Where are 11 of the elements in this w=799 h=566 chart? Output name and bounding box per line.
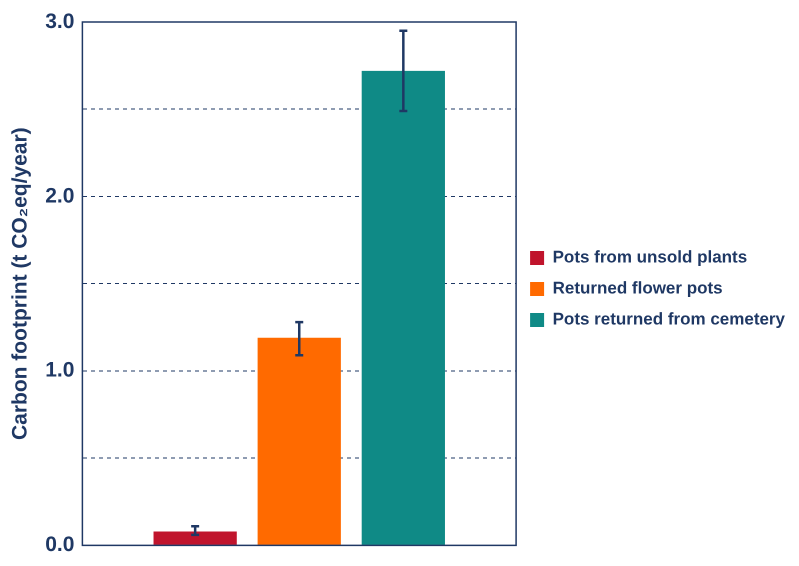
bar	[258, 338, 341, 545]
y-tick-label: 3.0	[45, 10, 74, 33]
legend-label: Pots from unsold plants	[552, 248, 748, 267]
legend-label: Pots returned from cemetery	[552, 310, 786, 329]
y-axis-title: Carbon footprint (t CO₂eq/year)	[8, 127, 32, 440]
y-tick-label: 1.0	[45, 358, 74, 382]
y-tick-label: 0.0	[45, 533, 74, 556]
y-tick-label: 2.0	[45, 184, 74, 208]
bar	[362, 70, 445, 545]
legend-label: Returned flower pots	[552, 278, 723, 298]
bar	[154, 531, 237, 545]
